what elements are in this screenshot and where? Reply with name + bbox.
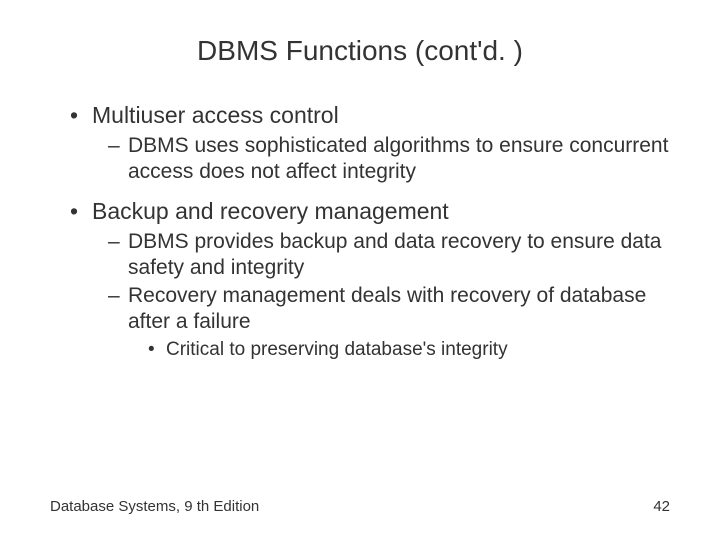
footer-page-number: 42 (653, 498, 670, 515)
bullet-backup-provides: DBMS provides backup and data recovery t… (108, 229, 670, 282)
bullet-multiuser-access: Multiuser access control (70, 102, 670, 129)
bullet-algorithms: DBMS uses sophisticated algorithms to en… (108, 133, 670, 186)
slide-footer: Database Systems, 9 th Edition 42 (50, 498, 670, 515)
bullet-recovery-management: Recovery management deals with recovery … (108, 283, 670, 336)
slide-title: DBMS Functions (cont'd. ) (50, 35, 670, 67)
footer-source: Database Systems, 9 th Edition (50, 498, 259, 515)
bullet-backup-recovery: Backup and recovery management (70, 198, 670, 225)
bullet-critical-integrity: Critical to preserving database's integr… (148, 338, 670, 362)
